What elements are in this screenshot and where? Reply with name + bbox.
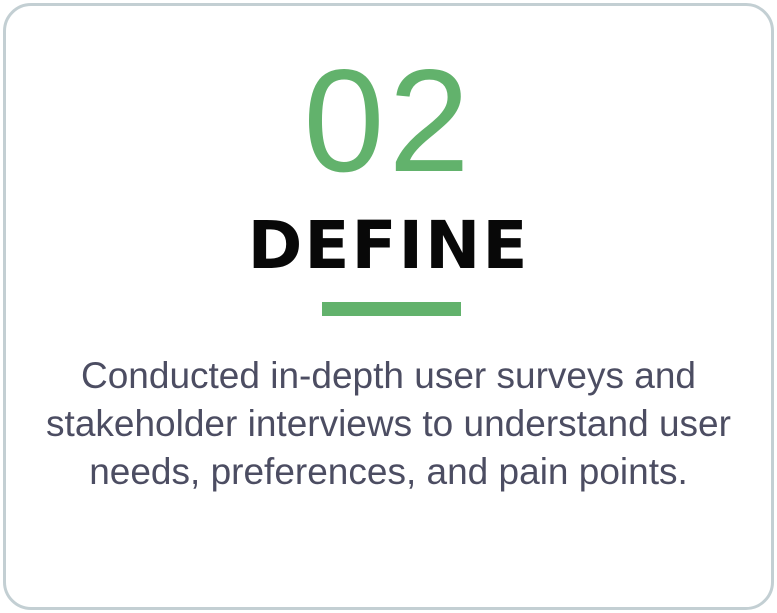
step-card: 02 DEFINE Conducted in-depth user survey… [3,3,774,610]
step-description: Conducted in-depth user surveys and stak… [46,355,731,492]
accent-divider [322,302,461,316]
step-title: DEFINE [247,207,530,284]
step-number: 02 [303,39,474,202]
